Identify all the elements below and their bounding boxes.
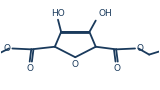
Text: OH: OH [99,9,113,18]
Text: HO: HO [51,9,65,18]
Text: O: O [27,64,33,73]
Text: O: O [137,44,144,53]
Text: O: O [114,64,121,73]
Text: O: O [72,60,79,69]
Text: O: O [4,44,11,53]
